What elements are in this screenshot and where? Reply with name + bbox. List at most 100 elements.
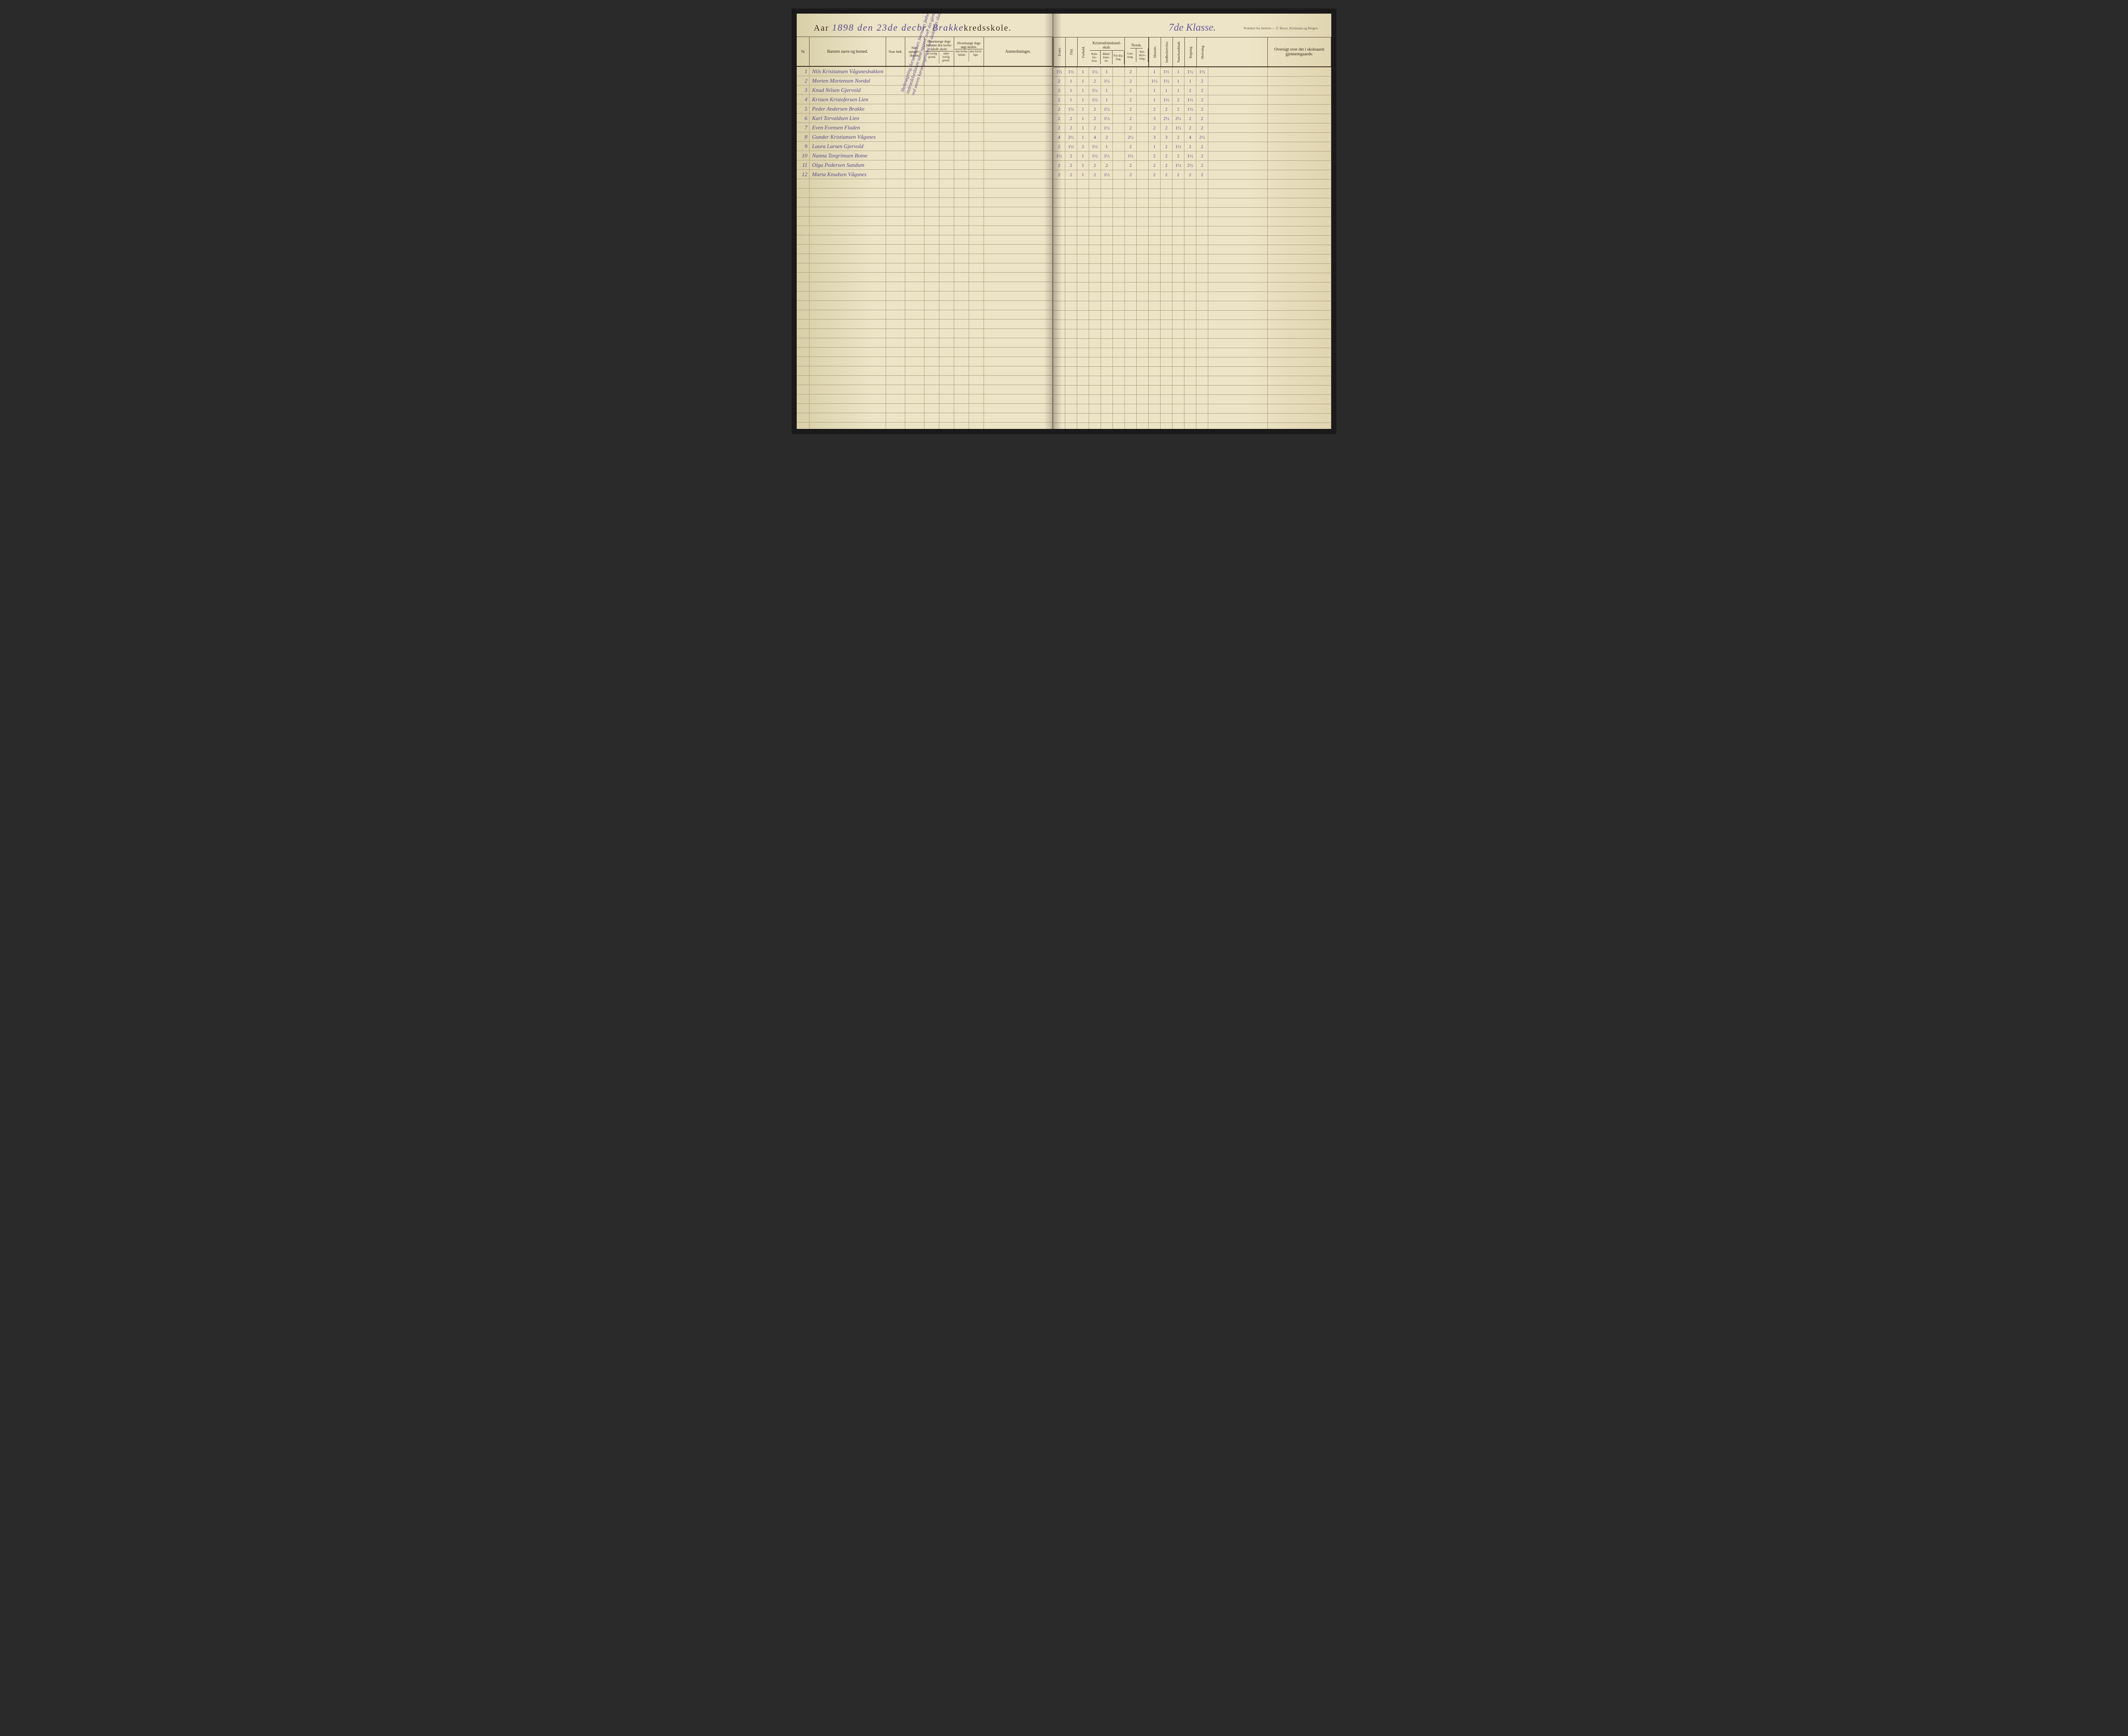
- cell-oversigt: [1268, 180, 1331, 188]
- cell-remarks: [984, 413, 1053, 422]
- cell-name: Laura Larsen Gjervold: [809, 142, 886, 151]
- cell-att2: [969, 198, 984, 207]
- cell-grade: [1113, 217, 1125, 226]
- cell-grade: [1077, 357, 1089, 366]
- table-row: [1053, 180, 1331, 189]
- cell-att2: [969, 357, 984, 366]
- cell-remarks: [984, 301, 1053, 310]
- table-row: 11Olga Pedersen Sandum: [797, 160, 1053, 170]
- table-row: 9Laura Larsen Gjervold: [797, 142, 1053, 151]
- cell-grade: 1: [1077, 67, 1089, 76]
- cell-grade: 1½: [1065, 67, 1077, 76]
- cell-grade: 1: [1065, 95, 1077, 104]
- cell-grade: [1184, 245, 1196, 254]
- cell-blank: [1208, 105, 1268, 114]
- cell-grade: [1089, 189, 1101, 198]
- cell-grade: [1184, 376, 1196, 385]
- table-row: [1053, 226, 1331, 236]
- cell-grade: [1065, 414, 1077, 423]
- cell-born: [886, 348, 905, 357]
- cell-abs1: [924, 76, 939, 85]
- table-row: [1053, 301, 1331, 311]
- cell-oversigt: [1268, 301, 1331, 310]
- table-row: [1053, 357, 1331, 367]
- table-row: [797, 413, 1053, 423]
- cell-oversigt: [1268, 367, 1331, 376]
- cell-grade: [1149, 301, 1161, 310]
- cell-grade: [1053, 217, 1065, 226]
- cell-born: [886, 114, 905, 123]
- cell-grade: [1053, 226, 1065, 235]
- cell-grade: 2: [1125, 170, 1137, 179]
- cell-admit: [905, 235, 924, 244]
- cell-grade: 2: [1053, 170, 1065, 179]
- cell-abs2: [939, 76, 954, 85]
- cell-grade: 2: [1196, 142, 1208, 151]
- cell-oversigt: [1268, 142, 1331, 151]
- cell-grade: [1149, 273, 1161, 282]
- cell-grade: [1125, 320, 1137, 329]
- cell-remarks: [984, 151, 1053, 160]
- cell-grade: [1065, 198, 1077, 207]
- table-row: 10Nanna Torgrimsen Botne: [797, 151, 1053, 160]
- cell-att2: [969, 123, 984, 132]
- cell-oversigt: [1268, 151, 1331, 160]
- cell-grade: [1173, 367, 1184, 376]
- cell-abs2: [939, 301, 954, 310]
- cell-att1: [954, 329, 969, 338]
- cell-grade: [1184, 283, 1196, 291]
- cell-grade: [1161, 329, 1173, 338]
- cell-remarks: [984, 245, 1053, 254]
- cell-grade: [1089, 301, 1101, 310]
- cell-grade: 1: [1101, 86, 1113, 95]
- cell-number: [797, 217, 809, 226]
- cell-att1: [954, 179, 969, 188]
- cell-grade: [1184, 236, 1196, 245]
- cell-abs1: [924, 142, 939, 151]
- cell-grade: [1053, 385, 1065, 394]
- cell-grade: [1196, 339, 1208, 348]
- cell-att2: [969, 217, 984, 226]
- cell-grade: [1173, 385, 1184, 394]
- cell-att1: [954, 366, 969, 375]
- cell-att1: [954, 86, 969, 94]
- cell-grade: [1184, 320, 1196, 329]
- cell-remarks: [984, 357, 1053, 366]
- cell-grade: [1149, 236, 1161, 245]
- cell-grade: 2: [1125, 67, 1137, 76]
- table-row: 221222221½2½2: [1053, 161, 1331, 170]
- col-historie: Historie.: [1149, 37, 1161, 66]
- table-row: [1053, 339, 1331, 348]
- cell-grade: [1161, 395, 1173, 404]
- cell-grade: [1161, 385, 1173, 394]
- cell-admit: [905, 217, 924, 226]
- cell-blank: [1208, 67, 1268, 76]
- table-row: [797, 179, 1053, 188]
- table-row: [797, 188, 1053, 198]
- col-remarks: Anmerkninger.: [984, 37, 1053, 66]
- cell-att1: [954, 142, 969, 151]
- cell-grade: [1137, 339, 1149, 348]
- cell-grade: [1113, 151, 1125, 160]
- cell-grade: [1184, 189, 1196, 198]
- cell-grade: 1½: [1101, 170, 1113, 179]
- cell-blank: [1208, 404, 1268, 413]
- cell-att2: [969, 291, 984, 300]
- cell-grade: [1137, 283, 1149, 291]
- cell-oversigt: [1268, 226, 1331, 235]
- cell-grade: [1137, 348, 1149, 357]
- cell-oversigt: [1268, 404, 1331, 413]
- cell-grade: 1½: [1101, 123, 1113, 132]
- cell-number: [797, 179, 809, 188]
- cell-grade: 2: [1053, 95, 1065, 104]
- cell-admit: [905, 282, 924, 291]
- cell-remarks: [984, 86, 1053, 94]
- cell-grade: [1089, 357, 1101, 366]
- cell-grade: [1077, 198, 1089, 207]
- cell-blank: [1208, 208, 1268, 217]
- cell-grade: 2: [1149, 123, 1161, 132]
- krist-sub3: For-kla-ring.: [1113, 51, 1124, 64]
- cell-grade: [1113, 105, 1125, 114]
- cell-name: [809, 207, 886, 216]
- cell-grade: [1149, 395, 1161, 404]
